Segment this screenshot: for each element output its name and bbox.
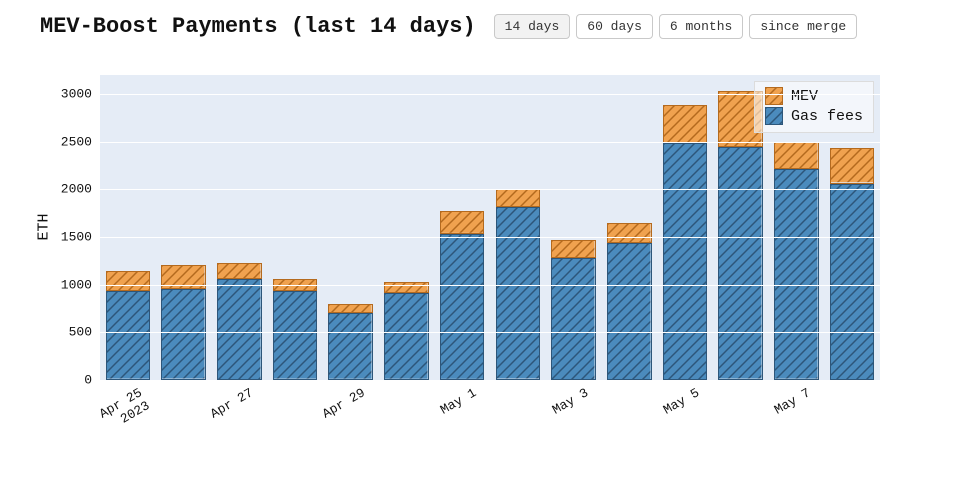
range-button-14-days[interactable]: 14 days bbox=[494, 14, 571, 39]
gridline bbox=[100, 142, 880, 143]
x-tick-label: Apr 29 bbox=[320, 386, 368, 422]
gridline bbox=[100, 94, 880, 95]
y-tick-label: 2000 bbox=[61, 182, 92, 197]
bar-segment-gas-fees[interactable] bbox=[551, 258, 596, 380]
page-title: MEV-Boost Payments (last 14 days) bbox=[40, 14, 476, 39]
x-tick-label: May 3 bbox=[550, 386, 591, 418]
bar-segment-mev[interactable] bbox=[496, 189, 541, 207]
y-tick-label: 3000 bbox=[61, 87, 92, 102]
chart-plot-area: MEVGas fees 050010001500200025003000 bbox=[100, 75, 880, 380]
bar-segment-gas-fees[interactable] bbox=[106, 291, 151, 380]
bar-segment-mev[interactable] bbox=[161, 265, 206, 290]
header: MEV-Boost Payments (last 14 days) 14 day… bbox=[40, 14, 857, 39]
legend-swatch bbox=[765, 107, 783, 125]
bar-segment-gas-fees[interactable] bbox=[718, 147, 763, 380]
bar-segment-mev[interactable] bbox=[217, 263, 262, 279]
bar-segment-mev[interactable] bbox=[440, 211, 485, 234]
range-button-since-merge[interactable]: since merge bbox=[749, 14, 857, 39]
bar-segment-mev[interactable] bbox=[774, 142, 819, 170]
bar-segment-gas-fees[interactable] bbox=[663, 143, 708, 380]
bar-segment-gas-fees[interactable] bbox=[384, 293, 429, 380]
y-tick-label: 1000 bbox=[61, 277, 92, 292]
y-axis-title: ETH bbox=[36, 213, 53, 240]
y-tick-label: 0 bbox=[84, 373, 92, 388]
bar-segment-mev[interactable] bbox=[607, 223, 652, 243]
legend-item-gas-fees[interactable]: Gas fees bbox=[765, 106, 863, 126]
bar-segment-gas-fees[interactable] bbox=[607, 243, 652, 380]
bar-segment-gas-fees[interactable] bbox=[328, 313, 373, 380]
legend-label: Gas fees bbox=[791, 108, 863, 125]
legend: MEV Gas fees bbox=[754, 81, 874, 133]
bar-segment-mev[interactable] bbox=[551, 240, 596, 258]
gridline bbox=[100, 237, 880, 238]
bar-segment-mev[interactable] bbox=[384, 282, 429, 293]
bar-segment-gas-fees[interactable] bbox=[273, 291, 318, 380]
bar-segment-mev[interactable] bbox=[663, 105, 708, 143]
legend-label: MEV bbox=[791, 88, 818, 105]
gridline bbox=[100, 285, 880, 286]
gridline bbox=[100, 189, 880, 190]
y-tick-label: 1500 bbox=[61, 230, 92, 245]
x-tick-label: Apr 25 2023 bbox=[97, 386, 152, 435]
x-tick-label: May 5 bbox=[661, 386, 702, 418]
bar-segment-mev[interactable] bbox=[328, 304, 373, 314]
y-tick-label: 2500 bbox=[61, 134, 92, 149]
gridline bbox=[100, 380, 880, 381]
bar-segment-gas-fees[interactable] bbox=[440, 234, 485, 380]
x-tick-label: May 1 bbox=[438, 386, 479, 418]
y-tick-label: 500 bbox=[69, 325, 92, 340]
bar-segment-mev[interactable] bbox=[830, 148, 875, 183]
x-tick-label: Apr 27 bbox=[209, 386, 257, 422]
gridline bbox=[100, 332, 880, 333]
bar-segment-gas-fees[interactable] bbox=[161, 289, 206, 380]
legend-item-mev[interactable]: MEV bbox=[765, 86, 863, 106]
x-tick-label: May 7 bbox=[773, 386, 814, 418]
bar-segment-gas-fees[interactable] bbox=[830, 184, 875, 380]
range-button-60-days[interactable]: 60 days bbox=[576, 14, 653, 39]
bar-segment-mev[interactable] bbox=[106, 271, 151, 291]
range-button-6-months[interactable]: 6 months bbox=[659, 14, 743, 39]
bar-segment-gas-fees[interactable] bbox=[217, 279, 262, 380]
range-button-group: 14 days60 days6 monthssince merge bbox=[494, 14, 857, 39]
bar-segment-gas-fees[interactable] bbox=[496, 207, 541, 380]
legend-swatch bbox=[765, 87, 783, 105]
bar-segment-gas-fees[interactable] bbox=[774, 169, 819, 380]
